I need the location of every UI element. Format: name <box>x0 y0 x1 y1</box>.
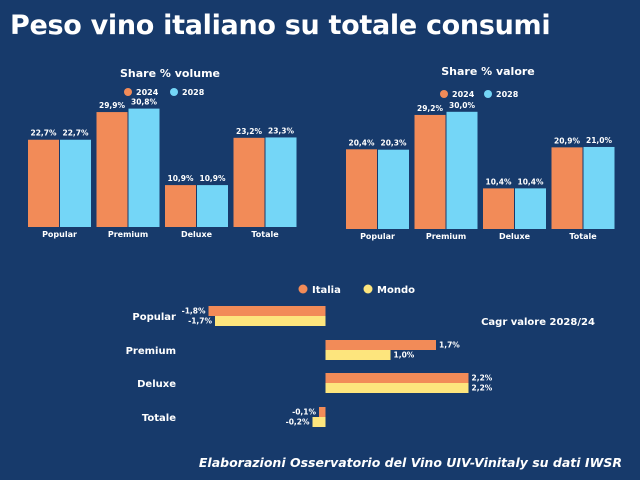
cagr-value-label-totale-mondo: -0,2% <box>286 418 310 427</box>
bar-premium-2024 <box>414 114 446 229</box>
cagr-value-label-popular-mondo: -1,7% <box>188 317 212 326</box>
category-label-deluxe: Deluxe <box>499 232 531 241</box>
cagr-value-label-deluxe-italia: 2,2% <box>472 374 493 383</box>
legend-2024-label: 2024 <box>136 88 159 97</box>
legend-2024-label: 2024 <box>452 90 475 99</box>
value-label-deluxe-2028: 10,4% <box>517 177 544 186</box>
cagr-bar-popular-mondo <box>215 316 326 326</box>
legend-2024-marker <box>124 88 132 96</box>
cagr-value-label-premium-italia: 1,7% <box>439 341 460 350</box>
cagr-bar-totale-italia <box>319 407 326 417</box>
cagr-bar-totale-mondo <box>312 417 326 427</box>
legend-2028-marker <box>484 90 492 98</box>
value-label-deluxe-2024: 10,9% <box>167 174 194 183</box>
chart-0-title: Share % volume <box>120 67 220 80</box>
value-label-popular-2024: 20,4% <box>348 138 375 147</box>
value-label-premium-2028: 30,8% <box>131 98 158 107</box>
cagr-annotation: Cagr valore 2028/24 <box>481 317 595 328</box>
cagr-value-label-premium-mondo: 1,0% <box>394 351 415 360</box>
value-label-popular-2028: 20,3% <box>380 139 407 148</box>
bar-deluxe-2028 <box>197 185 228 227</box>
cagr-bar-deluxe-italia <box>325 373 469 383</box>
bar-popular-2024 <box>346 149 377 229</box>
legend-2028-label: 2028 <box>496 90 519 99</box>
value-label-totale-2024: 20,9% <box>554 136 581 145</box>
category-label-premium: Premium <box>426 232 466 241</box>
value-label-totale-2028: 23,3% <box>268 126 295 135</box>
bar-deluxe-2024 <box>483 188 514 229</box>
bar-totale-2028 <box>583 146 615 229</box>
bar-premium-2028 <box>128 108 160 227</box>
legend-2028-marker <box>170 88 178 96</box>
bar-totale-2024 <box>551 147 583 229</box>
value-label-premium-2024: 29,2% <box>417 104 444 113</box>
chart-1-title: Share % valore <box>441 65 535 78</box>
legend-mondo-label: Mondo <box>377 285 415 296</box>
value-label-premium-2024: 29,9% <box>99 101 126 110</box>
category-label-premium: Premium <box>108 230 148 239</box>
cagr-bar-premium-italia <box>325 340 436 350</box>
bar-popular-2028 <box>378 149 409 229</box>
page-title: Peso vino italiano su totale consumi <box>10 10 551 41</box>
category-label-popular: Popular <box>360 232 395 241</box>
value-label-popular-2024: 22,7% <box>30 129 57 138</box>
value-label-deluxe-2024: 10,4% <box>485 177 512 186</box>
bar-totale-2024 <box>233 137 265 227</box>
bar-totale-2028 <box>265 137 297 227</box>
value-label-popular-2028: 22,7% <box>62 129 89 138</box>
cagr-bar-deluxe-mondo <box>325 383 469 393</box>
value-label-deluxe-2028: 10,9% <box>199 174 226 183</box>
cagr-category-label-popular: Popular <box>132 312 176 323</box>
legend-2028-label: 2028 <box>182 88 205 97</box>
category-label-deluxe: Deluxe <box>181 230 213 239</box>
bar-deluxe-2028 <box>515 188 546 229</box>
category-label-totale: Totale <box>569 232 597 241</box>
cagr-value-label-totale-italia: -0,1% <box>292 408 316 417</box>
legend-italia-label: Italia <box>312 285 341 296</box>
legend-2024-marker <box>440 90 448 98</box>
source-note: Elaborazioni Osservatorio del Vino UIV-V… <box>198 455 622 470</box>
bar-popular-2024 <box>28 139 59 227</box>
cagr-category-label-deluxe: Deluxe <box>137 379 176 390</box>
bar-premium-2028 <box>446 111 478 229</box>
value-label-totale-2024: 23,2% <box>236 127 263 136</box>
cagr-bar-premium-mondo <box>325 350 391 360</box>
bar-popular-2028 <box>60 139 91 227</box>
cagr-value-label-popular-italia: -1,8% <box>182 307 206 316</box>
cagr-category-label-totale: Totale <box>142 413 176 424</box>
category-label-popular: Popular <box>42 230 77 239</box>
cagr-category-label-premium: Premium <box>126 346 176 357</box>
category-label-totale: Totale <box>251 230 279 239</box>
cagr-bar-popular-italia <box>208 306 326 316</box>
legend-italia-marker <box>298 284 308 294</box>
bar-deluxe-2024 <box>165 185 196 227</box>
value-label-totale-2028: 21,0% <box>586 136 613 145</box>
legend-mondo-marker <box>363 284 373 294</box>
bar-premium-2024 <box>96 112 128 227</box>
value-label-premium-2028: 30,0% <box>449 101 476 110</box>
cagr-value-label-deluxe-mondo: 2,2% <box>472 384 493 393</box>
